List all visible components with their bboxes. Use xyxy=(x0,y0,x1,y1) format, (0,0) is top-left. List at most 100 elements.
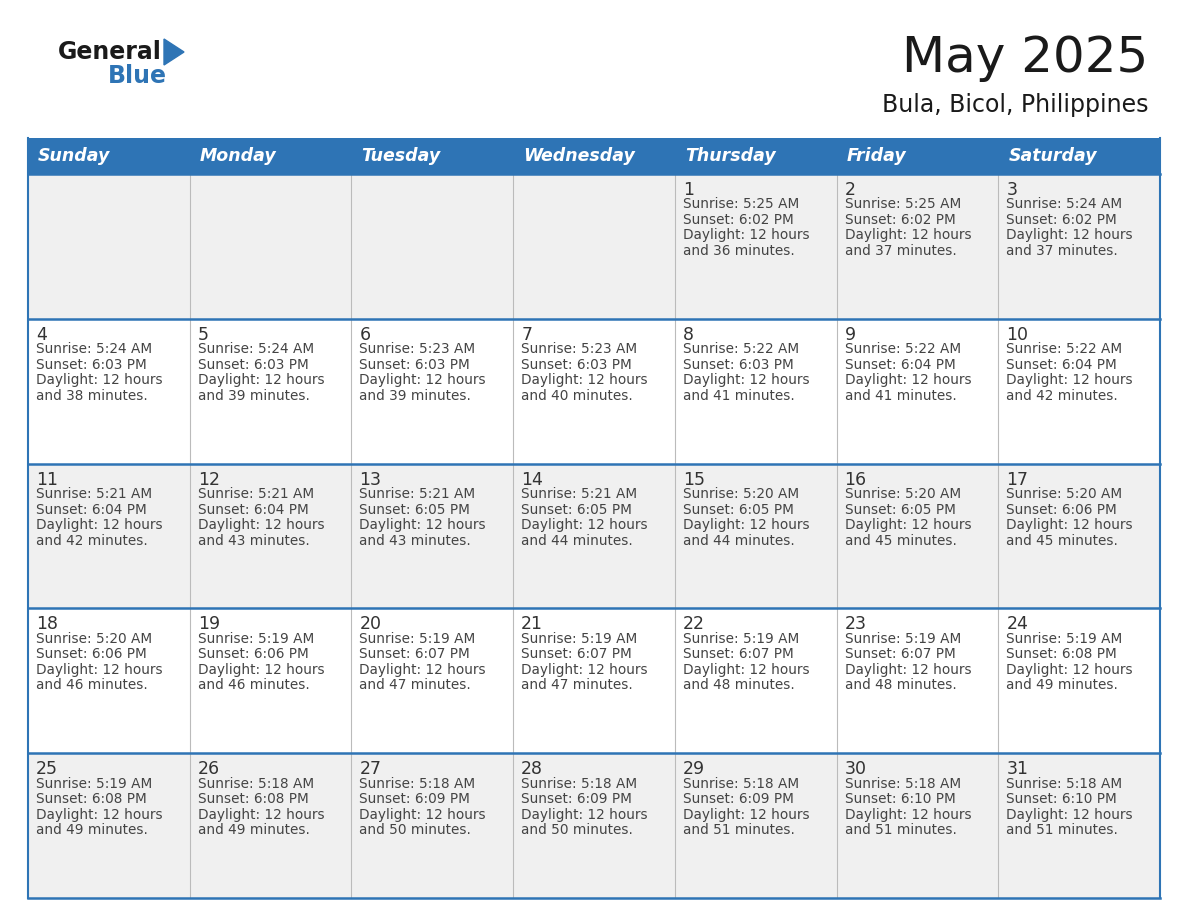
Text: Sunset: 6:10 PM: Sunset: 6:10 PM xyxy=(1006,792,1117,806)
Text: and 50 minutes.: and 50 minutes. xyxy=(360,823,472,837)
Text: Sunrise: 5:20 AM: Sunrise: 5:20 AM xyxy=(1006,487,1123,501)
Text: Wednesday: Wednesday xyxy=(523,147,636,165)
Text: Sunrise: 5:18 AM: Sunrise: 5:18 AM xyxy=(845,777,961,790)
Text: Tuesday: Tuesday xyxy=(361,147,441,165)
Text: Sunrise: 5:18 AM: Sunrise: 5:18 AM xyxy=(1006,777,1123,790)
Text: Sunrise: 5:21 AM: Sunrise: 5:21 AM xyxy=(197,487,314,501)
Text: Daylight: 12 hours: Daylight: 12 hours xyxy=(197,518,324,532)
Text: 30: 30 xyxy=(845,760,866,778)
Text: Daylight: 12 hours: Daylight: 12 hours xyxy=(845,518,972,532)
Text: Daylight: 12 hours: Daylight: 12 hours xyxy=(683,808,809,822)
Text: Daylight: 12 hours: Daylight: 12 hours xyxy=(1006,518,1133,532)
Text: Daylight: 12 hours: Daylight: 12 hours xyxy=(36,663,163,677)
Text: 11: 11 xyxy=(36,471,58,488)
Text: and 36 minutes.: and 36 minutes. xyxy=(683,244,795,258)
Text: Sunrise: 5:20 AM: Sunrise: 5:20 AM xyxy=(36,632,152,646)
Text: 19: 19 xyxy=(197,615,220,633)
Text: Daylight: 12 hours: Daylight: 12 hours xyxy=(845,374,972,387)
Text: and 44 minutes.: and 44 minutes. xyxy=(522,533,633,548)
Text: Daylight: 12 hours: Daylight: 12 hours xyxy=(1006,374,1133,387)
Text: Sunrise: 5:19 AM: Sunrise: 5:19 AM xyxy=(360,632,475,646)
Bar xyxy=(29,138,190,174)
Text: Sunset: 6:07 PM: Sunset: 6:07 PM xyxy=(845,647,955,661)
Text: and 39 minutes.: and 39 minutes. xyxy=(197,389,310,403)
Bar xyxy=(352,138,513,174)
Text: Daylight: 12 hours: Daylight: 12 hours xyxy=(197,663,324,677)
Text: 27: 27 xyxy=(360,760,381,778)
Text: Daylight: 12 hours: Daylight: 12 hours xyxy=(1006,808,1133,822)
Text: Daylight: 12 hours: Daylight: 12 hours xyxy=(36,518,163,532)
Text: Sunset: 6:03 PM: Sunset: 6:03 PM xyxy=(197,358,309,372)
Text: Sunset: 6:03 PM: Sunset: 6:03 PM xyxy=(360,358,470,372)
Text: Bula, Bicol, Philippines: Bula, Bicol, Philippines xyxy=(881,93,1148,117)
Text: Daylight: 12 hours: Daylight: 12 hours xyxy=(522,374,647,387)
Bar xyxy=(29,609,1159,753)
Text: Daylight: 12 hours: Daylight: 12 hours xyxy=(683,663,809,677)
Text: Sunset: 6:09 PM: Sunset: 6:09 PM xyxy=(522,792,632,806)
Bar xyxy=(29,319,1159,464)
Text: 6: 6 xyxy=(360,326,371,344)
Text: Sunrise: 5:18 AM: Sunrise: 5:18 AM xyxy=(360,777,475,790)
Text: and 43 minutes.: and 43 minutes. xyxy=(360,533,472,548)
Text: Sunrise: 5:19 AM: Sunrise: 5:19 AM xyxy=(522,632,638,646)
Text: Monday: Monday xyxy=(200,147,277,165)
Text: Sunrise: 5:18 AM: Sunrise: 5:18 AM xyxy=(683,777,800,790)
Text: 31: 31 xyxy=(1006,760,1029,778)
Text: Daylight: 12 hours: Daylight: 12 hours xyxy=(36,374,163,387)
Text: Sunset: 6:05 PM: Sunset: 6:05 PM xyxy=(845,502,955,517)
Text: Sunset: 6:05 PM: Sunset: 6:05 PM xyxy=(360,502,470,517)
Text: Daylight: 12 hours: Daylight: 12 hours xyxy=(36,808,163,822)
Text: 7: 7 xyxy=(522,326,532,344)
Text: and 48 minutes.: and 48 minutes. xyxy=(683,678,795,692)
Text: Sunset: 6:03 PM: Sunset: 6:03 PM xyxy=(36,358,147,372)
Text: Sunset: 6:10 PM: Sunset: 6:10 PM xyxy=(845,792,955,806)
Text: Daylight: 12 hours: Daylight: 12 hours xyxy=(683,518,809,532)
Text: Sunrise: 5:23 AM: Sunrise: 5:23 AM xyxy=(360,342,475,356)
Text: Daylight: 12 hours: Daylight: 12 hours xyxy=(522,518,647,532)
Text: Sunset: 6:09 PM: Sunset: 6:09 PM xyxy=(683,792,794,806)
Text: Sunset: 6:02 PM: Sunset: 6:02 PM xyxy=(1006,213,1117,227)
Text: Sunday: Sunday xyxy=(38,147,110,165)
Text: Daylight: 12 hours: Daylight: 12 hours xyxy=(522,808,647,822)
Text: 1: 1 xyxy=(683,181,694,199)
Text: and 39 minutes.: and 39 minutes. xyxy=(360,389,472,403)
Polygon shape xyxy=(164,39,184,65)
Text: Saturday: Saturday xyxy=(1009,147,1097,165)
Text: Sunrise: 5:21 AM: Sunrise: 5:21 AM xyxy=(522,487,637,501)
Text: Sunrise: 5:19 AM: Sunrise: 5:19 AM xyxy=(36,777,152,790)
Text: and 41 minutes.: and 41 minutes. xyxy=(845,389,956,403)
Text: Daylight: 12 hours: Daylight: 12 hours xyxy=(360,374,486,387)
Text: 4: 4 xyxy=(36,326,46,344)
Text: Sunset: 6:05 PM: Sunset: 6:05 PM xyxy=(683,502,794,517)
Bar xyxy=(190,138,352,174)
Text: 2: 2 xyxy=(845,181,855,199)
Text: and 51 minutes.: and 51 minutes. xyxy=(1006,823,1118,837)
Text: and 44 minutes.: and 44 minutes. xyxy=(683,533,795,548)
Text: and 46 minutes.: and 46 minutes. xyxy=(36,678,147,692)
Text: Sunset: 6:04 PM: Sunset: 6:04 PM xyxy=(1006,358,1117,372)
Text: Sunset: 6:04 PM: Sunset: 6:04 PM xyxy=(36,502,147,517)
Text: 15: 15 xyxy=(683,471,704,488)
Text: and 47 minutes.: and 47 minutes. xyxy=(522,678,633,692)
Text: 26: 26 xyxy=(197,760,220,778)
Bar xyxy=(29,174,1159,319)
Text: 22: 22 xyxy=(683,615,704,633)
Text: and 38 minutes.: and 38 minutes. xyxy=(36,389,147,403)
Text: 17: 17 xyxy=(1006,471,1029,488)
Text: Sunrise: 5:25 AM: Sunrise: 5:25 AM xyxy=(845,197,961,211)
Text: Sunset: 6:02 PM: Sunset: 6:02 PM xyxy=(845,213,955,227)
Text: Daylight: 12 hours: Daylight: 12 hours xyxy=(360,663,486,677)
Text: and 46 minutes.: and 46 minutes. xyxy=(197,678,309,692)
Text: Sunrise: 5:19 AM: Sunrise: 5:19 AM xyxy=(1006,632,1123,646)
Bar xyxy=(675,138,836,174)
Text: Sunrise: 5:24 AM: Sunrise: 5:24 AM xyxy=(197,342,314,356)
Bar xyxy=(836,138,998,174)
Text: Sunrise: 5:23 AM: Sunrise: 5:23 AM xyxy=(522,342,637,356)
Text: and 49 minutes.: and 49 minutes. xyxy=(197,823,310,837)
Text: and 51 minutes.: and 51 minutes. xyxy=(683,823,795,837)
Text: Daylight: 12 hours: Daylight: 12 hours xyxy=(1006,229,1133,242)
Text: Daylight: 12 hours: Daylight: 12 hours xyxy=(845,663,972,677)
Text: 16: 16 xyxy=(845,471,867,488)
Text: 12: 12 xyxy=(197,471,220,488)
Text: Sunset: 6:02 PM: Sunset: 6:02 PM xyxy=(683,213,794,227)
